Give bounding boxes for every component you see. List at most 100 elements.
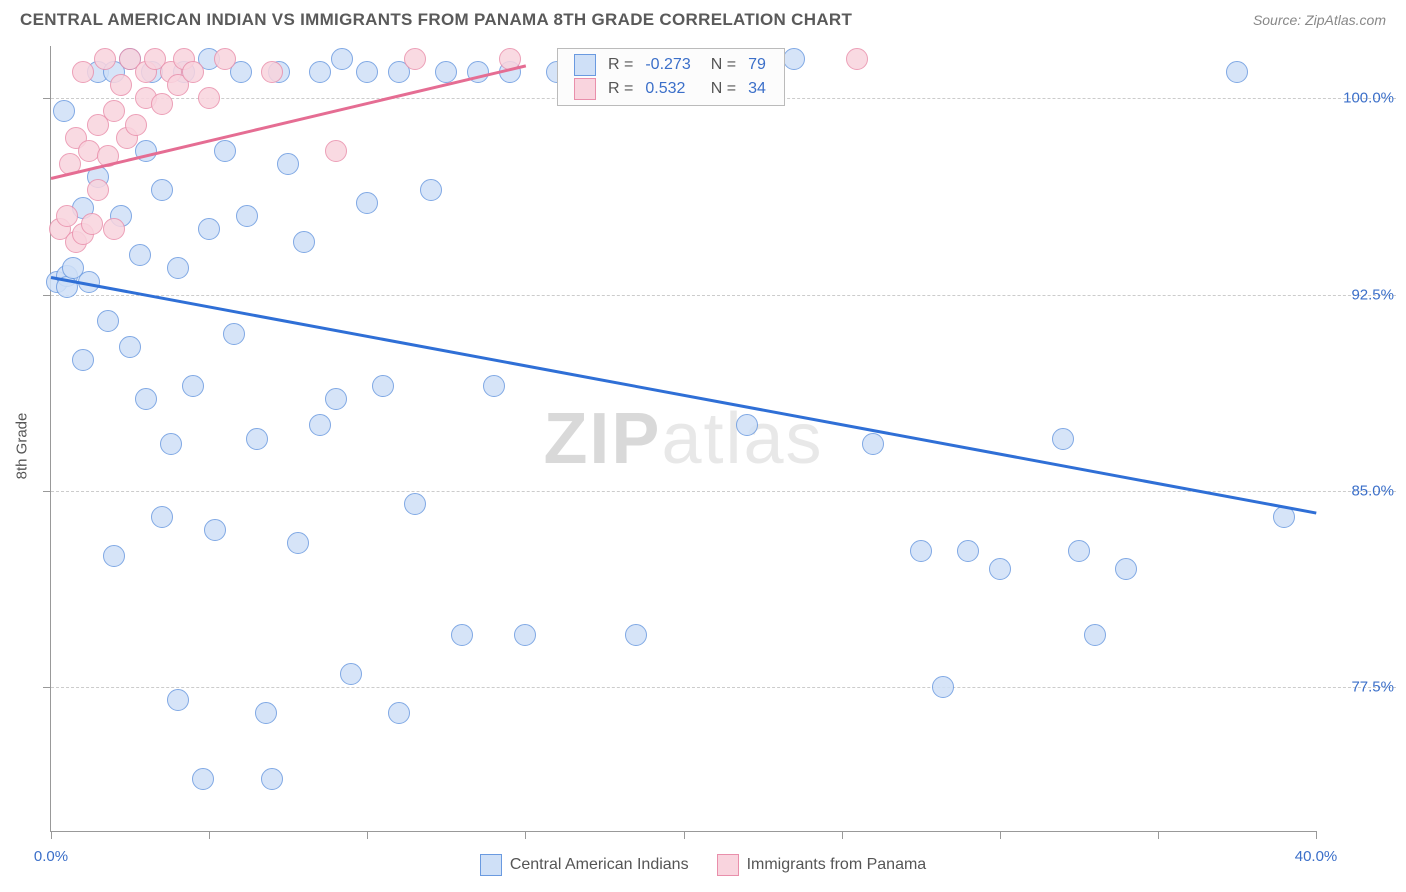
x-tick: [1158, 831, 1159, 839]
x-tick: [367, 831, 368, 839]
x-tick: [51, 831, 52, 839]
data-point: [309, 414, 331, 436]
data-point: [182, 61, 204, 83]
data-point: [53, 100, 75, 122]
x-tick: [1316, 831, 1317, 839]
data-point: [261, 61, 283, 83]
data-point: [989, 558, 1011, 580]
data-point: [309, 61, 331, 83]
gridline: [51, 295, 1396, 296]
chart-container: ZIPatlas 77.5%85.0%92.5%100.0%0.0%40.0%R…: [50, 46, 1316, 832]
watermark: ZIPatlas: [543, 398, 823, 480]
data-point: [483, 375, 505, 397]
data-point: [404, 48, 426, 70]
data-point: [356, 192, 378, 214]
correlation-legend: R =-0.273N =79R =0.532N =34: [557, 48, 785, 106]
data-point: [110, 74, 132, 96]
data-point: [1084, 624, 1106, 646]
y-tick-label: 92.5%: [1324, 286, 1394, 303]
data-point: [846, 48, 868, 70]
data-point: [103, 545, 125, 567]
data-point: [293, 231, 315, 253]
data-point: [72, 61, 94, 83]
gridline: [51, 687, 1396, 688]
chart-title: CENTRAL AMERICAN INDIAN VS IMMIGRANTS FR…: [20, 10, 852, 30]
data-point: [198, 218, 220, 240]
data-point: [783, 48, 805, 70]
data-point: [736, 414, 758, 436]
y-tick: [43, 98, 51, 99]
data-point: [340, 663, 362, 685]
data-point: [192, 768, 214, 790]
data-point: [1226, 61, 1248, 83]
y-tick: [43, 295, 51, 296]
y-tick-label: 100.0%: [1324, 90, 1394, 107]
data-point: [388, 702, 410, 724]
data-point: [56, 205, 78, 227]
data-point: [94, 48, 116, 70]
data-point: [1115, 558, 1137, 580]
data-point: [910, 540, 932, 562]
data-point: [1068, 540, 1090, 562]
data-point: [119, 336, 141, 358]
legend-item: Central American Indians: [480, 854, 689, 876]
legend-bottom: Central American Indians Immigrants from …: [0, 854, 1406, 876]
watermark-suffix: atlas: [661, 399, 823, 479]
data-point: [167, 257, 189, 279]
data-point: [261, 768, 283, 790]
data-point: [81, 213, 103, 235]
data-point: [72, 349, 94, 371]
data-point: [1052, 428, 1074, 450]
x-tick: [842, 831, 843, 839]
data-point: [277, 153, 299, 175]
data-point: [957, 540, 979, 562]
data-point: [97, 310, 119, 332]
data-point: [331, 48, 353, 70]
watermark-prefix: ZIP: [543, 399, 661, 479]
x-tick: [525, 831, 526, 839]
trend-line: [51, 276, 1317, 514]
data-point: [435, 61, 457, 83]
y-tick-label: 85.0%: [1324, 482, 1394, 499]
data-point: [625, 624, 647, 646]
x-tick: [209, 831, 210, 839]
data-point: [87, 179, 109, 201]
data-point: [125, 114, 147, 136]
y-tick: [43, 491, 51, 492]
data-point: [182, 375, 204, 397]
data-point: [151, 179, 173, 201]
data-point: [420, 179, 442, 201]
source-attribution: Source: ZipAtlas.com: [1253, 12, 1386, 28]
data-point: [255, 702, 277, 724]
data-point: [204, 519, 226, 541]
data-point: [246, 428, 268, 450]
data-point: [160, 433, 182, 455]
data-point: [103, 218, 125, 240]
data-point: [167, 689, 189, 711]
data-point: [325, 388, 347, 410]
data-point: [236, 205, 258, 227]
data-point: [451, 624, 473, 646]
data-point: [932, 676, 954, 698]
data-point: [862, 433, 884, 455]
data-point: [287, 532, 309, 554]
data-point: [325, 140, 347, 162]
data-point: [103, 100, 125, 122]
data-point: [356, 61, 378, 83]
x-tick: [684, 831, 685, 839]
legend-item: Immigrants from Panama: [717, 854, 927, 876]
data-point: [151, 506, 173, 528]
x-tick: [1000, 831, 1001, 839]
data-point: [223, 323, 245, 345]
data-point: [372, 375, 394, 397]
data-point: [198, 87, 220, 109]
y-axis-title: 8th Grade: [14, 413, 31, 480]
data-point: [214, 140, 236, 162]
data-point: [135, 388, 157, 410]
plot-area: ZIPatlas 77.5%85.0%92.5%100.0%0.0%40.0%R…: [50, 46, 1316, 832]
y-tick-label: 77.5%: [1324, 679, 1394, 696]
y-tick: [43, 687, 51, 688]
data-point: [151, 93, 173, 115]
data-point: [214, 48, 236, 70]
data-point: [404, 493, 426, 515]
